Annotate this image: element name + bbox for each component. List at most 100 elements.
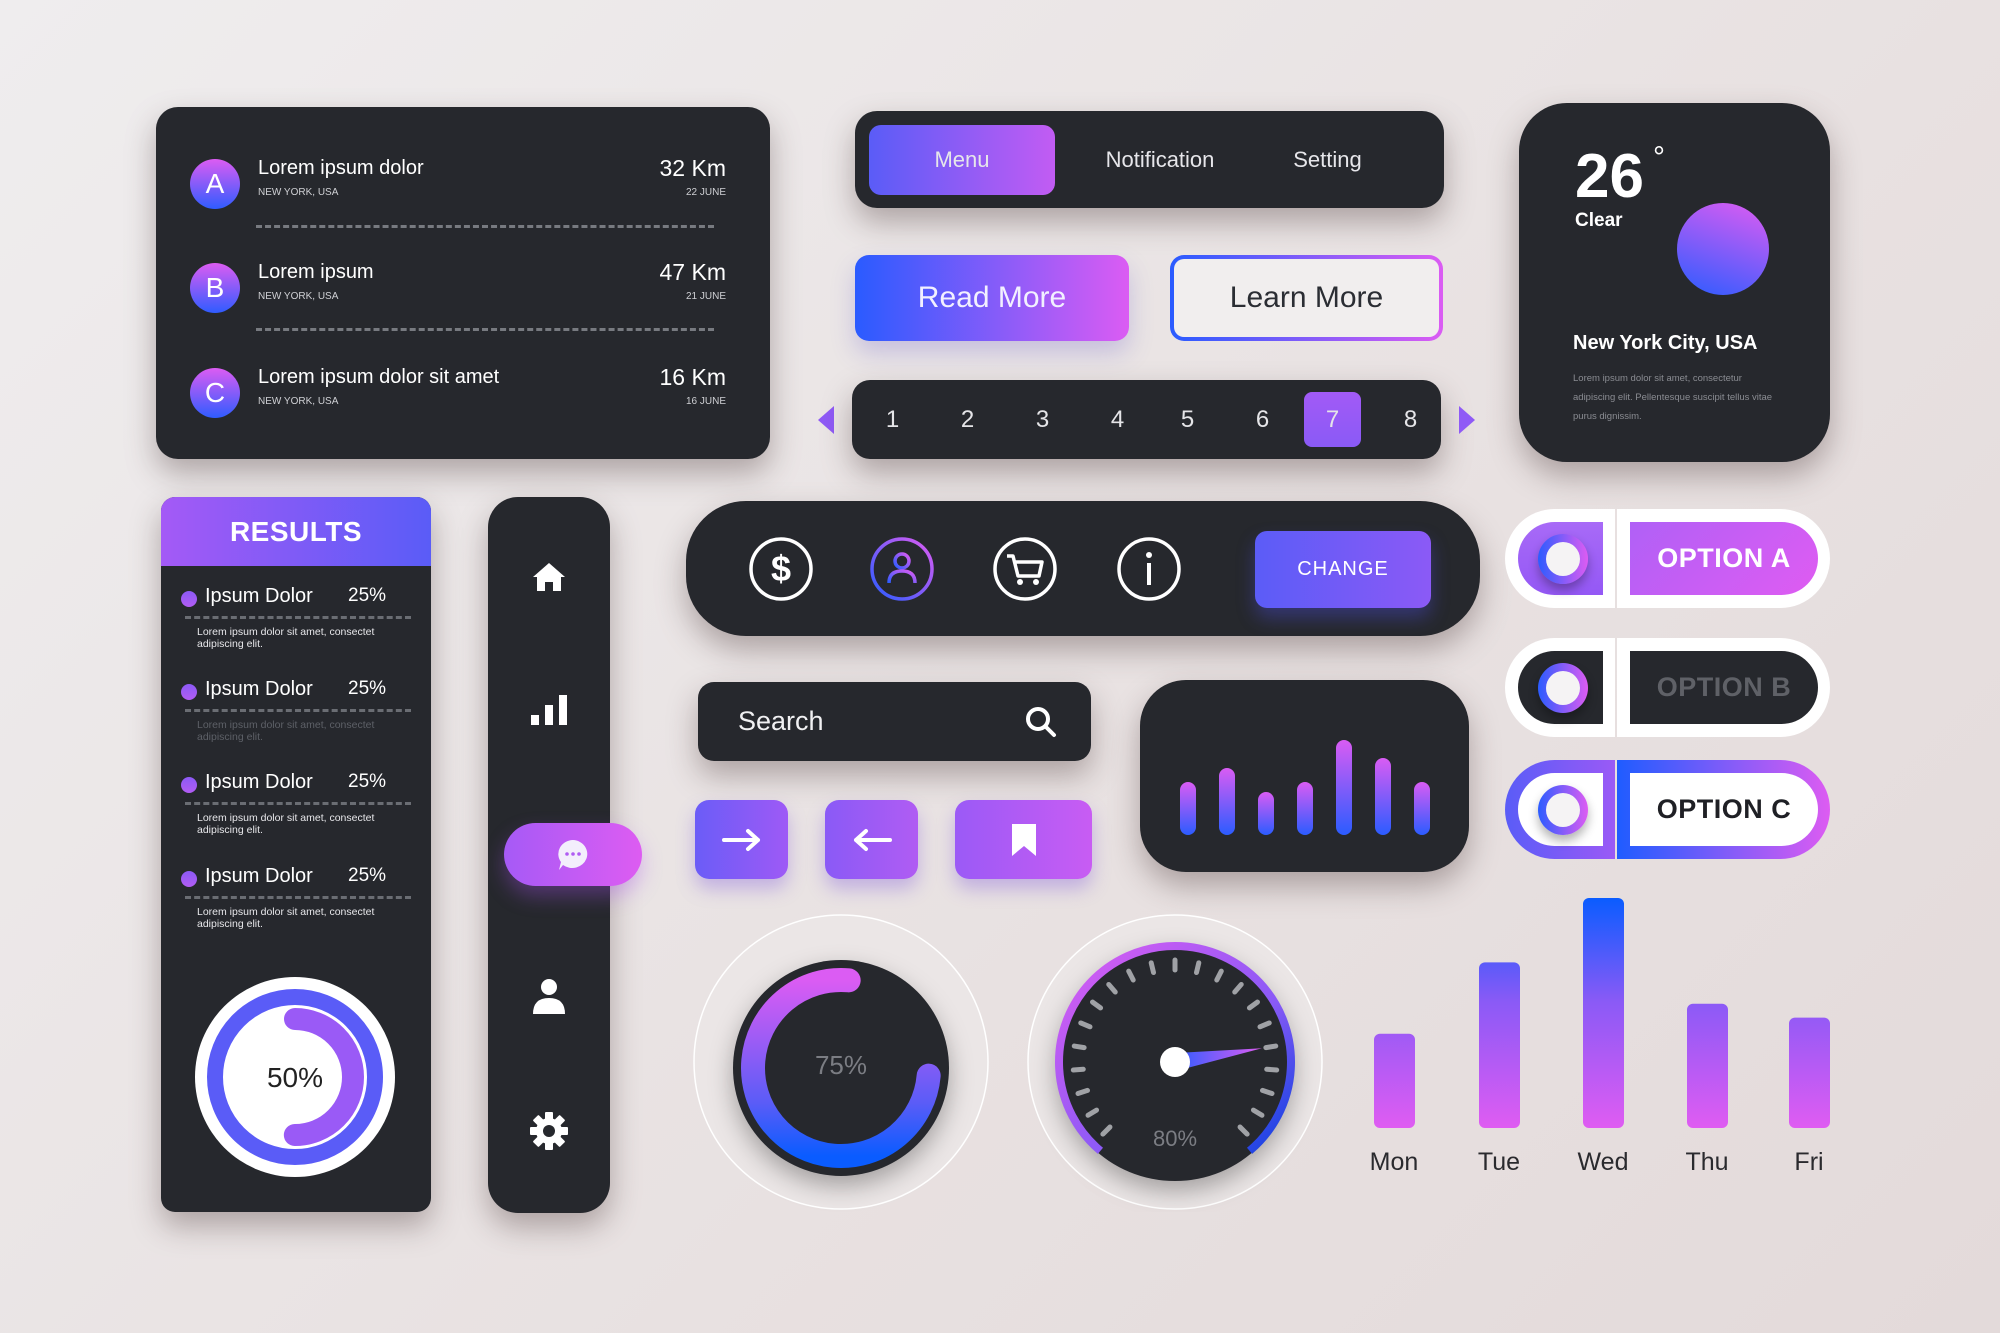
bar-fri — [1789, 1017, 1830, 1128]
result-percent: 25% — [348, 865, 387, 886]
option-a-toggle[interactable]: OPTION A — [1505, 509, 1830, 608]
tab-setting[interactable]: Setting — [1293, 147, 1362, 172]
location-title: Lorem ipsum dolor sit amet — [258, 366, 500, 388]
option-b-toggle[interactable]: OPTION B — [1505, 638, 1830, 737]
page-7[interactable]: 7 — [1304, 392, 1361, 447]
option-c-switch-frame — [1505, 760, 1615, 859]
search-field[interactable] — [698, 682, 1091, 761]
radio-knob-icon — [1538, 534, 1588, 584]
x-tick-label: Wed — [1578, 1148, 1629, 1176]
gauge-tick — [1100, 1124, 1113, 1137]
donut-label: 50% — [267, 1062, 323, 1093]
option-c-switch[interactable] — [1518, 773, 1603, 846]
page-6[interactable]: 6 — [1255, 405, 1270, 433]
sidebar-item-settings[interactable] — [488, 1101, 610, 1161]
page-3[interactable]: 3 — [1035, 405, 1050, 433]
icon-toolbar: $ — [686, 501, 1480, 636]
sidebar-item-home[interactable] — [488, 547, 610, 607]
page-5[interactable]: 5 — [1180, 405, 1195, 433]
page-1[interactable]: 1 — [885, 405, 900, 433]
bullet-icon — [181, 871, 197, 887]
tab-notification[interactable]: Notification — [1105, 147, 1215, 172]
location-item[interactable]: B Lorem ipsum NEW YORK, USA 47 Km 21 JUN… — [190, 257, 726, 317]
read-more-button[interactable]: Read More — [855, 255, 1129, 341]
pagination: 1 2 3 4 5 6 7 8 — [852, 380, 1441, 459]
gauge-tick — [1075, 1087, 1091, 1097]
mini-bar — [1180, 782, 1196, 835]
info-icon[interactable] — [1116, 536, 1182, 602]
mini-bar-chart-card — [1140, 680, 1469, 872]
tab-menu[interactable]: Menu — [869, 125, 1055, 195]
chat-icon — [558, 839, 588, 870]
page-8[interactable]: 8 — [1403, 405, 1418, 433]
next-button[interactable] — [695, 800, 788, 879]
arrow-right-icon — [721, 828, 760, 851]
dollar-icon[interactable]: $ — [748, 536, 814, 602]
user-icon[interactable] — [869, 536, 935, 602]
divider — [256, 328, 714, 331]
page-2[interactable]: 2 — [960, 405, 975, 433]
gauge-tick — [1085, 1107, 1100, 1118]
location-date: 22 JUNE — [685, 187, 726, 198]
bookmark-icon — [1011, 823, 1036, 856]
result-item: Ipsum Dolor 25% Lorem ipsum dolor sit am… — [181, 581, 411, 671]
weekly-bar-chart: Mon Tue Wed Thu Fri — [1370, 898, 1830, 1176]
sidebar-item-stats[interactable] — [488, 680, 610, 740]
option-a-switch[interactable] — [1518, 522, 1603, 595]
bookmark-button[interactable] — [955, 800, 1092, 879]
location-distance: 47 Km — [659, 259, 726, 285]
mini-bar — [1336, 740, 1352, 835]
bar-chart-icon — [531, 695, 567, 725]
sun-icon — [1677, 203, 1769, 295]
location-date: 16 JUNE — [685, 396, 726, 407]
cart-icon[interactable] — [992, 536, 1058, 602]
next-page-arrow-icon[interactable] — [1459, 406, 1475, 434]
gauge-tick — [1259, 1087, 1275, 1097]
change-button[interactable]: CHANGE — [1255, 531, 1431, 608]
search-icon[interactable] — [1025, 706, 1057, 738]
weather-description: Lorem ipsum dolor sit amet, consectetur … — [1573, 373, 1773, 422]
gauge-needle — [1173, 1048, 1262, 1071]
back-button[interactable] — [825, 800, 918, 879]
bullet-icon — [181, 591, 197, 607]
search-input[interactable] — [698, 682, 1091, 761]
location-item[interactable]: A Lorem ipsum dolor NEW YORK, USA 32 Km … — [190, 153, 726, 213]
location-item[interactable]: C Lorem ipsum dolor sit amet NEW YORK, U… — [190, 362, 726, 422]
mini-bar-chart — [1180, 740, 1430, 835]
mini-bar — [1297, 782, 1313, 835]
mini-bar — [1219, 768, 1235, 835]
divider — [185, 616, 411, 619]
result-description: Lorem ipsum dolor sit amet, consectet ad… — [197, 906, 375, 930]
learn-more-label: Learn More — [1174, 259, 1439, 337]
result-item: Ipsum Dolor 25% Lorem ipsum dolor sit am… — [181, 767, 411, 857]
divider — [256, 225, 714, 228]
x-tick-label: Mon — [1370, 1148, 1419, 1176]
x-tick-label: Tue — [1478, 1148, 1520, 1176]
avatar: A — [190, 159, 240, 209]
location-subtitle: NEW YORK, USA — [258, 187, 339, 198]
option-c-toggle[interactable]: OPTION C — [1505, 760, 1830, 859]
sidebar-item-chat[interactable] — [504, 823, 642, 886]
prev-page-arrow-icon[interactable] — [818, 406, 834, 434]
x-tick-label: Fri — [1794, 1148, 1823, 1176]
degree-symbol: ° — [1653, 141, 1665, 174]
result-label: Ipsum Dolor — [205, 678, 313, 700]
location-distance: 16 Km — [659, 364, 726, 390]
gauge-tick — [1089, 999, 1104, 1011]
divider — [185, 896, 411, 899]
weather-city: New York City, USA — [1573, 332, 1758, 354]
page-4[interactable]: 4 — [1110, 405, 1125, 433]
results-card: RESULTS Ipsum Dolor 25% Lorem ipsum dolo… — [161, 497, 431, 1212]
gauge-tick — [1264, 1066, 1280, 1073]
temperature: 26 — [1575, 142, 1644, 211]
gauge-tick — [1250, 1107, 1265, 1118]
speedometer-gauge: 80% — [1027, 914, 1323, 1210]
option-b-switch[interactable] — [1518, 651, 1603, 724]
tab-bar: Menu Notification Setting — [855, 111, 1444, 208]
learn-more-button[interactable]: Learn More — [1170, 255, 1443, 341]
sidebar-item-profile[interactable] — [488, 966, 610, 1026]
location-title: Lorem ipsum — [258, 261, 374, 283]
result-label: Ipsum Dolor — [205, 771, 313, 793]
option-b-label: OPTION B — [1630, 651, 1818, 724]
bar-thu — [1687, 1003, 1728, 1128]
